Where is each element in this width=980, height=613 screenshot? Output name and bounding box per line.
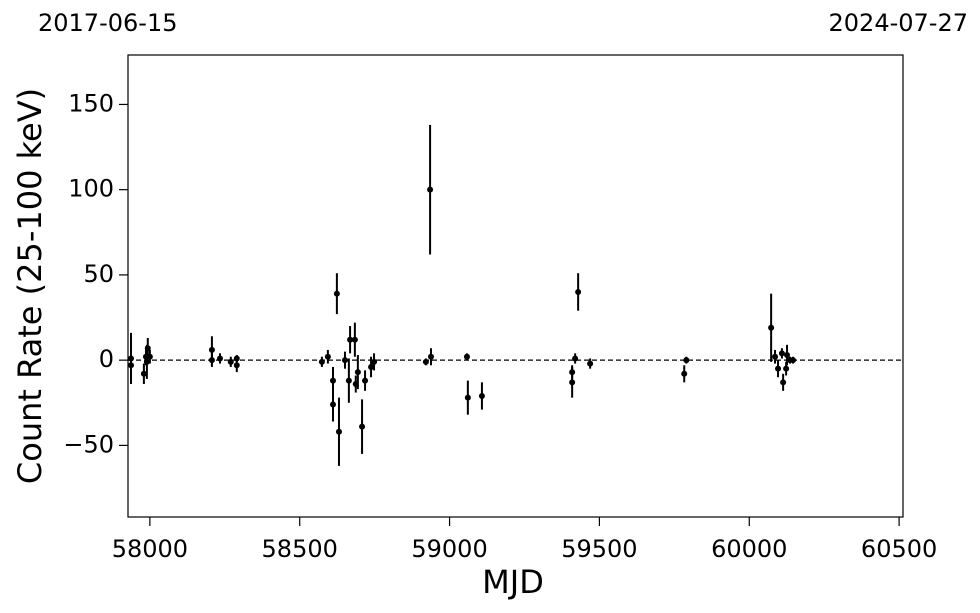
data-point: [324, 353, 331, 360]
y-tick-label: −50: [63, 430, 114, 458]
data-point: [345, 377, 352, 384]
data-point: [359, 423, 366, 430]
data-point: [427, 353, 434, 360]
data-point: [146, 353, 153, 360]
data-point: [335, 428, 342, 435]
data-point: [351, 336, 358, 343]
data-point: [362, 377, 369, 384]
x-tick-label: 58500: [262, 535, 338, 563]
data-point: [790, 357, 797, 364]
data-point: [208, 357, 215, 364]
data-point: [233, 355, 240, 362]
data-point: [329, 377, 336, 384]
data-point: [463, 353, 470, 360]
x-tick-label: 59000: [411, 535, 487, 563]
data-point: [333, 290, 340, 297]
data-point: [780, 379, 787, 386]
data-point: [478, 392, 485, 399]
data-point: [775, 365, 782, 372]
x-tick-label: 60000: [711, 535, 787, 563]
y-axis-label: Count Rate (25-100 keV): [11, 88, 49, 484]
data-point: [784, 352, 791, 359]
top-left-label: 2017-06-15: [38, 9, 177, 37]
data-point: [143, 358, 150, 365]
plot-frame: [127, 54, 904, 518]
data-point: [217, 355, 224, 362]
data-point: [329, 401, 336, 408]
data-point: [422, 358, 429, 365]
data-point: [140, 370, 147, 377]
x-axis-label: MJD: [482, 563, 544, 601]
data-point: [772, 353, 779, 360]
data-point: [681, 370, 688, 377]
x-tick-label: 60500: [861, 535, 937, 563]
y-tick-label: 50: [83, 260, 114, 288]
data-point: [318, 358, 325, 365]
data-point: [233, 362, 240, 369]
data-point: [354, 369, 361, 376]
top-right-label: 2024-07-27: [829, 9, 968, 37]
data-point: [778, 350, 785, 357]
data-point: [783, 365, 790, 372]
data-point: [371, 358, 378, 365]
data-point: [569, 379, 576, 386]
data-point: [127, 362, 134, 369]
y-tick-label: 150: [68, 89, 114, 117]
data-point: [347, 336, 354, 343]
data-point: [341, 357, 348, 364]
x-tick-label: 58000: [112, 535, 188, 563]
data-point: [368, 363, 375, 370]
data-point: [464, 394, 471, 401]
x-tick-label: 59500: [561, 535, 637, 563]
data-point: [587, 360, 594, 367]
data-point: [427, 186, 434, 193]
data-point: [208, 346, 215, 353]
y-tick-label: 100: [68, 175, 114, 203]
data-point: [572, 355, 579, 362]
data-point: [768, 324, 775, 331]
data-point: [683, 357, 690, 364]
y-tick-label: 0: [99, 345, 114, 373]
data-point: [575, 288, 582, 295]
data-point: [227, 358, 234, 365]
